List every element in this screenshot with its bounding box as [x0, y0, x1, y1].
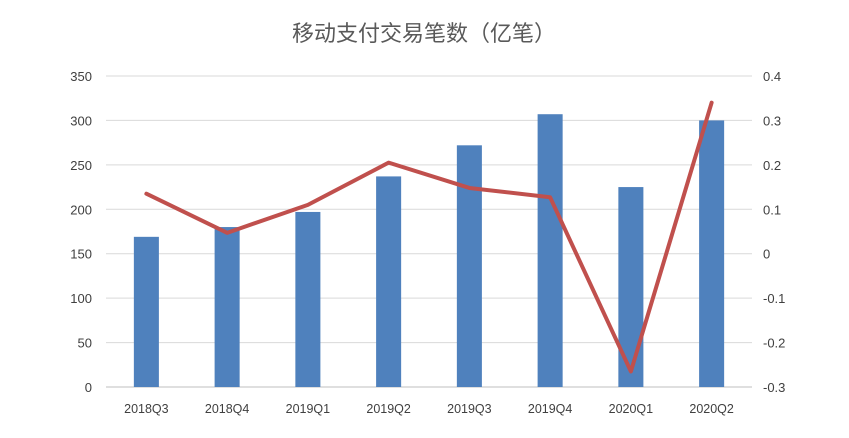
- line-point-2019Q1: [307, 204, 309, 206]
- bar-2019Q1: [295, 211, 321, 387]
- x-tick-label: 2019Q3: [447, 402, 492, 416]
- growth-line: [144, 100, 714, 374]
- x-axis: 2018Q3 2018Q4 2019Q1 2019Q2 2019Q3 2019Q4 2020…: [124, 402, 734, 416]
- x-tick-label: 2018Q4: [205, 402, 250, 416]
- x-tick-label: 2020Q2: [689, 402, 734, 416]
- x-tick-label: 2020Q1: [609, 402, 654, 416]
- y-axis-left: 0 50 100 150 200 250 300 350: [70, 69, 92, 395]
- y-left-tick-label: 50: [78, 336, 92, 351]
- y-right-tick-label: -0.1: [763, 291, 785, 306]
- bar-2020Q2: [699, 120, 725, 387]
- line-point-2018Q4: [226, 232, 228, 234]
- x-tick-label: 2019Q4: [528, 402, 573, 416]
- bar-series: [133, 114, 725, 388]
- chart-title: 移动支付交易笔数（亿笔）: [292, 22, 556, 47]
- y-axis-right: -0.3 -0.2 -0.1 0 0.1 0.2 0.3 0.4: [763, 69, 785, 395]
- bar-2019Q4: [537, 114, 563, 388]
- line-series: [144, 100, 714, 374]
- line-point-2019Q3: [468, 187, 470, 189]
- line-point-2019Q2: [388, 162, 390, 164]
- line-point-2020Q1: [630, 370, 632, 372]
- y-left-tick-label: 150: [70, 247, 92, 262]
- x-tick-label: 2018Q3: [124, 402, 169, 416]
- y-right-tick-label: 0.4: [763, 69, 781, 84]
- bar-2018Q3: [133, 236, 159, 387]
- y-right-tick-label: -0.2: [763, 336, 785, 351]
- y-left-tick-label: 350: [70, 69, 92, 84]
- y-right-tick-label: 0.2: [763, 158, 781, 173]
- y-left-tick-label: 300: [70, 113, 92, 128]
- bar-2019Q2: [376, 176, 402, 387]
- bar-2018Q4: [214, 227, 240, 387]
- y-left-tick-label: 100: [70, 291, 92, 306]
- bar-2019Q3: [456, 145, 482, 387]
- gridlines: [106, 75, 752, 388]
- line-point-2019Q4: [549, 196, 551, 198]
- y-left-tick-label: 250: [70, 158, 92, 173]
- line-point-2018Q3: [145, 193, 147, 195]
- line-point-2020Q2: [711, 102, 713, 104]
- x-tick-label: 2019Q2: [366, 402, 411, 416]
- y-right-tick-label: 0.1: [763, 202, 781, 217]
- y-right-tick-label: 0.3: [763, 113, 781, 128]
- y-right-tick-label: -0.3: [763, 380, 785, 395]
- y-right-tick-label: 0: [763, 247, 770, 262]
- y-left-tick-label: 0: [85, 380, 92, 395]
- y-left-tick-label: 200: [70, 202, 92, 217]
- x-tick-label: 2019Q1: [286, 402, 331, 416]
